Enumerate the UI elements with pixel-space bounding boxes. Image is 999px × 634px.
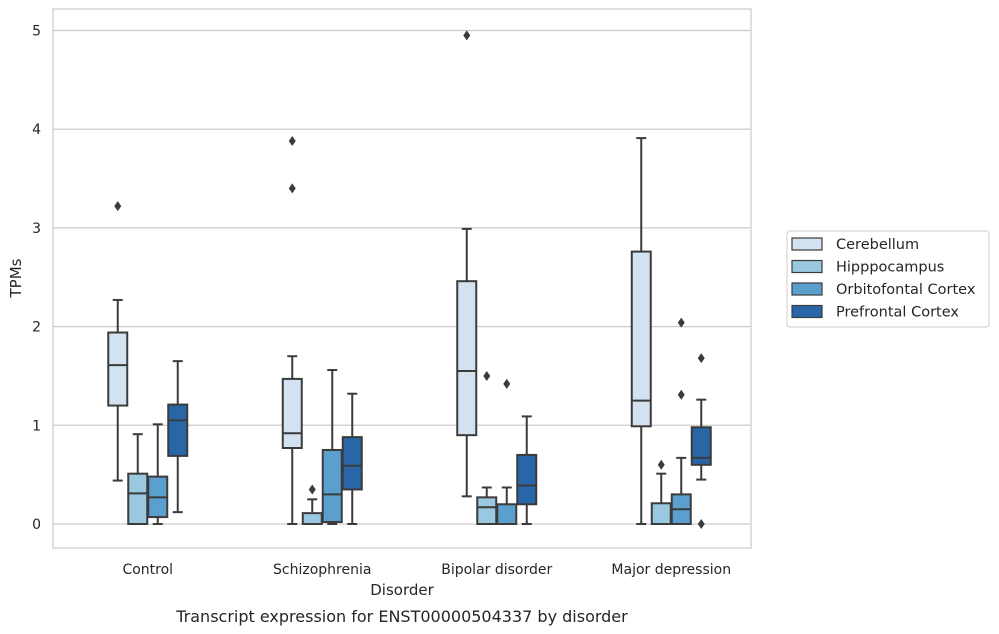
box-cerebellum	[630, 137, 652, 525]
y-tick-label: 2	[32, 320, 41, 336]
box-iqr	[321, 448, 343, 524]
outlier-point	[463, 30, 471, 41]
outlier-point	[657, 459, 665, 470]
box-iqr	[690, 426, 712, 466]
outlier-point	[483, 370, 491, 381]
legend-label: Cerebellum	[836, 237, 919, 253]
outlier-point	[697, 519, 705, 529]
box-iqr	[476, 496, 498, 526]
legend-swatch	[791, 282, 823, 296]
box-orbitofontal-cortex	[670, 317, 692, 526]
legend-swatch	[791, 237, 823, 251]
box-iqr	[496, 503, 518, 526]
box-prefrontal-cortex	[516, 415, 538, 525]
x-axis-title: Disorder	[370, 581, 434, 599]
outlier-point	[677, 317, 685, 328]
box-cerebellum	[107, 201, 129, 482]
legend-swatch	[791, 259, 823, 274]
outlier-point	[114, 201, 122, 212]
outlier-point	[677, 389, 685, 400]
x-tick-label: Schizophrenia	[273, 562, 371, 578]
y-tick-label: 5	[32, 24, 41, 40]
box-iqr	[301, 512, 323, 526]
box-iqr	[516, 453, 538, 506]
y-axis-ticks: 0 1 2 3 4 5	[32, 24, 41, 534]
outlier-point	[288, 183, 296, 194]
box-groups	[107, 30, 712, 529]
y-tick-label: 4	[32, 122, 41, 138]
y-axis-title: TPMs	[7, 258, 25, 298]
box-iqr	[456, 280, 478, 437]
y-tick-label: 1	[32, 418, 41, 434]
outlier-point	[288, 136, 296, 147]
legend: Cerebellum Hipppocampus Orbitofontal Corte…	[786, 230, 990, 328]
x-tick-label: Major depression	[611, 562, 731, 578]
box-cerebellum	[281, 136, 303, 525]
chart-caption: Transcript expression for ENST0000050433…	[175, 607, 628, 626]
x-tick-label: Control	[122, 562, 173, 578]
outlier-point	[697, 353, 705, 364]
box-iqr	[107, 331, 129, 407]
legend-label: Prefrontal Cortex	[836, 305, 959, 321]
box-prefrontal-cortex	[690, 353, 712, 529]
x-tick-label: Bipolar disorder	[441, 562, 552, 578]
plot-frame	[52, 8, 752, 549]
x-axis-ticks: Control Schizophrenia Bipolar disorder Majo…	[122, 562, 731, 578]
box-orbitofontal-cortex	[496, 378, 518, 526]
box-prefrontal-cortex	[167, 360, 189, 514]
box-hipppocampus	[476, 370, 498, 526]
box-iqr	[650, 502, 672, 526]
box-iqr	[341, 436, 363, 491]
y-tick-label: 0	[32, 517, 41, 533]
outlier-point	[308, 484, 316, 495]
legend-swatch	[791, 304, 823, 319]
y-tick-label: 3	[32, 221, 41, 237]
outlier-point	[503, 378, 511, 389]
box-iqr	[167, 403, 189, 457]
box-prefrontal-cortex	[341, 392, 363, 525]
box-iqr	[281, 377, 303, 450]
box-iqr	[630, 250, 652, 428]
legend-label: Orbitofontal Cortex	[836, 282, 976, 298]
box-orbitofontal-cortex	[147, 423, 169, 525]
legend-frame	[786, 230, 990, 328]
box-cerebellum	[456, 30, 478, 498]
legend-label: Hipppocampus	[836, 260, 944, 276]
box-iqr	[127, 472, 149, 525]
